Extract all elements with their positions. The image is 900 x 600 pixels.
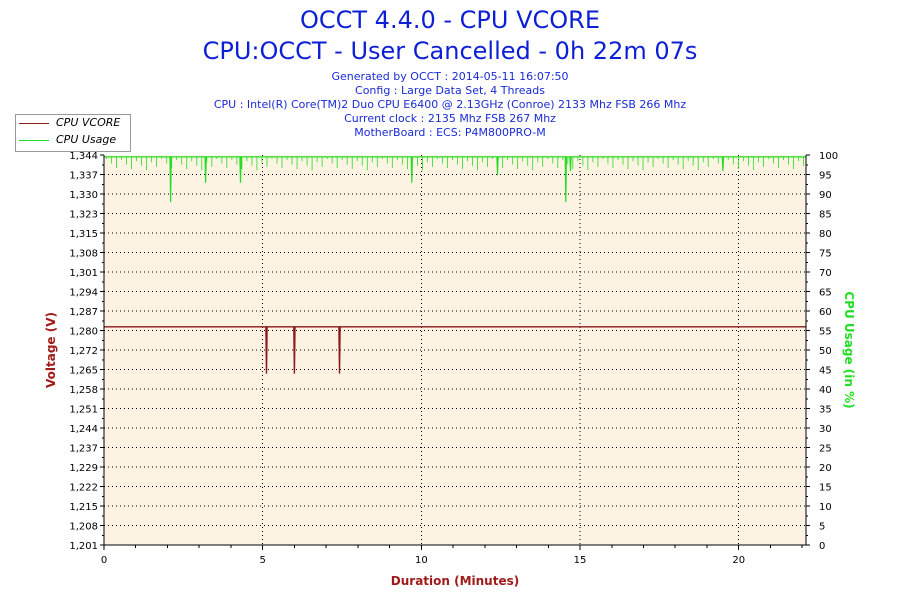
y-left-tick-label: 1,323 [69,210,98,221]
usage-dip-point [565,201,567,203]
usage-dip-point [204,181,207,183]
y-left-tick-label: 1,215 [69,502,98,513]
y-right-tick-label: 60 [819,307,832,318]
y-left-tick-label: 1,308 [69,249,98,260]
y-right-tick-label: 95 [819,171,832,182]
y-right-tick-label: 35 [819,405,832,416]
info-generated: Generated by OCCT : 2014-05-11 16:07:50 [331,70,569,83]
y-right-tick-label: 20 [819,463,832,474]
chart-legend: CPU VCORE CPU Usage [15,114,131,152]
info-cpu: CPU : Intel(R) Core(TM)2 Duo CPU E6400 @… [213,98,687,111]
legend-swatch-vcore [19,123,49,124]
y-right-tick-label: 30 [819,424,832,435]
usage-dip-point [496,173,499,176]
usage-dip-point [170,201,172,203]
series-line-usage [104,156,806,202]
y-right-tick-label: 80 [819,229,832,240]
legend-label-usage: CPU Usage [56,133,117,146]
chart-subtitle: CPU:OCCT - User Cancelled - 0h 22m 07s [202,37,698,65]
y-left-tick-label: 1,251 [69,405,98,416]
y-left-axis-label: Voltage (V) [44,312,58,388]
y-right-tick-label: 15 [819,483,832,494]
y-left-tick-label: 1,272 [69,346,98,357]
y-left-tick-label: 1,208 [69,522,98,533]
vcore-dip-point [293,372,296,374]
chart-title: OCCT 4.4.0 - CPU VCORE [299,6,600,34]
legend-item-vcore: CPU VCORE [16,115,130,132]
y-left-tick-label: 1,287 [69,307,98,318]
x-tick-label: 20 [732,555,745,566]
y-right-tick-label: 0 [819,541,825,552]
legend-swatch-usage [19,140,49,141]
y-right-tick-label: 75 [819,249,832,260]
y-right-tick-label: 65 [819,288,832,299]
legend-label-vcore: CPU VCORE [56,116,121,129]
y-right-tick-label: 5 [819,522,825,533]
info-config: Config : Large Data Set, 4 Threads [355,84,545,97]
y-right-tick-label: 70 [819,268,832,279]
y-left-tick-label: 1,315 [69,229,98,240]
x-tick-label: 10 [415,555,428,566]
vcore-dip-point [265,372,268,374]
info-motherboard: MotherBoard : ECS: P4M800PRO-M [354,126,546,139]
info-current-clock: Current clock : 2135 Mhz FSB 267 Mhz [344,112,556,125]
y-left-tick-label: 1,229 [69,463,98,474]
y-left-tick-label: 1,280 [69,327,98,338]
y-right-tick-label: 45 [819,366,832,377]
y-right-axis-label: CPU Usage (in %) [842,291,856,408]
x-tick-label: 5 [259,555,265,566]
usage-dip-point [411,181,413,183]
y-left-tick-label: 1,337 [69,171,98,182]
usage-dip-point [239,181,242,183]
vcore-dip-point [338,372,341,374]
y-right-tick-label: 40 [819,385,832,396]
y-left-tick-label: 1,344 [69,151,98,162]
y-right-tick-label: 25 [819,444,832,455]
x-axis-label: Duration (Minutes) [391,574,519,588]
y-left-tick-label: 1,222 [69,483,98,494]
y-right-tick-label: 100 [819,151,838,162]
y-left-tick-label: 1,244 [69,424,98,435]
usage-dip-point [569,170,572,172]
legend-item-usage: CPU Usage [16,132,130,149]
y-right-tick-label: 10 [819,502,832,513]
y-left-tick-label: 1,301 [69,268,98,279]
y-left-tick-label: 1,265 [69,366,98,377]
x-tick-label: 0 [101,555,107,566]
y-left-tick-label: 1,258 [69,385,98,396]
y-left-tick-label: 1,294 [69,288,98,299]
usage-dip-point [722,170,724,172]
x-tick-label: 15 [574,555,587,566]
y-right-tick-label: 50 [819,346,832,357]
y-right-tick-label: 55 [819,327,832,338]
y-right-tick-label: 90 [819,190,832,201]
y-left-tick-label: 1,201 [69,541,98,552]
y-left-tick-label: 1,237 [69,444,98,455]
y-right-tick-label: 85 [819,210,832,221]
y-left-tick-label: 1,330 [69,190,98,201]
